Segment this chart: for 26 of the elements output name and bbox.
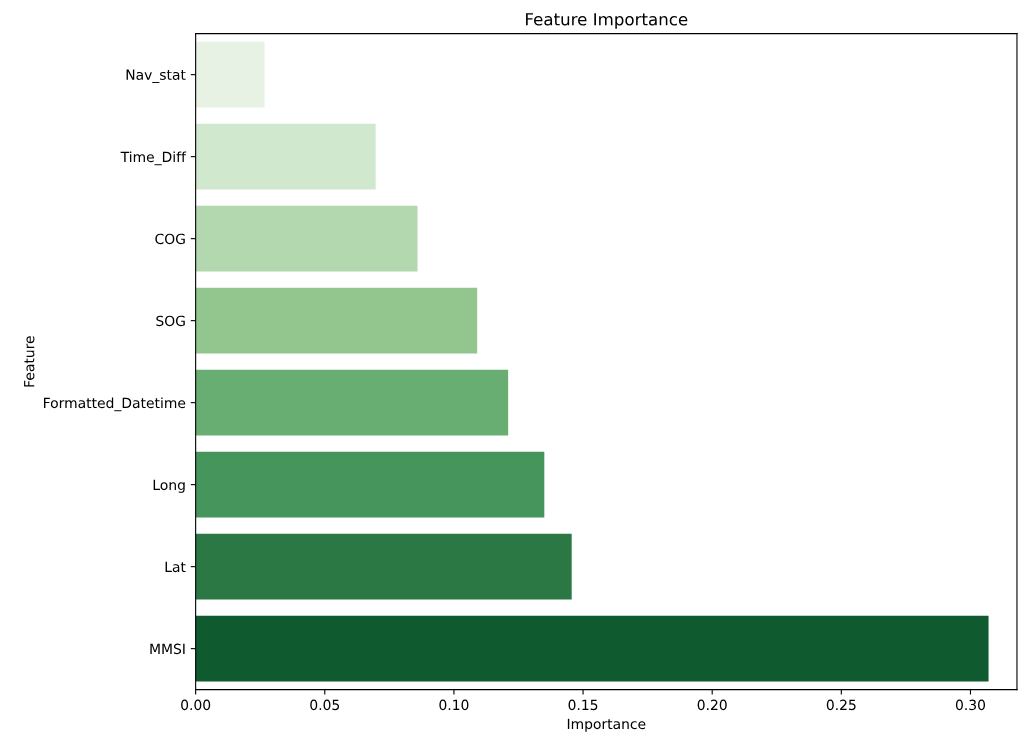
- y-tick-label: Nav_stat: [126, 69, 186, 84]
- y-tick-label: Lat: [165, 561, 186, 573]
- x-tick-label: 0.10: [439, 699, 469, 711]
- x-tick-label: 0.15: [568, 699, 598, 711]
- x-tick-label: 0.00: [181, 699, 211, 711]
- x-tick-label: 0.05: [310, 699, 340, 711]
- y-tick-label: Long: [153, 479, 185, 493]
- x-tick-label: 0.20: [697, 699, 727, 711]
- bar: [195, 123, 376, 190]
- y-tick-label: MMSI: [150, 643, 185, 655]
- x-tick-label: 0.25: [826, 699, 856, 711]
- y-tick-label: Time_Diff: [120, 151, 187, 166]
- bar: [195, 451, 545, 518]
- y-tick-label: COG: [155, 233, 185, 245]
- bar: [195, 287, 478, 354]
- y-axis-title: Feature: [24, 336, 35, 387]
- bar: [195, 41, 265, 108]
- y-tick-label: SOG: [156, 315, 185, 327]
- x-tick-label: 0.30: [955, 699, 986, 711]
- y-tick-label: Formatted_Datetime: [44, 397, 186, 412]
- bar: [195, 615, 989, 682]
- chart-title: Feature Importance: [526, 13, 688, 29]
- bar: [195, 369, 509, 436]
- x-axis-title: Importance: [567, 718, 646, 732]
- bar: [195, 205, 418, 272]
- bar: [195, 533, 572, 600]
